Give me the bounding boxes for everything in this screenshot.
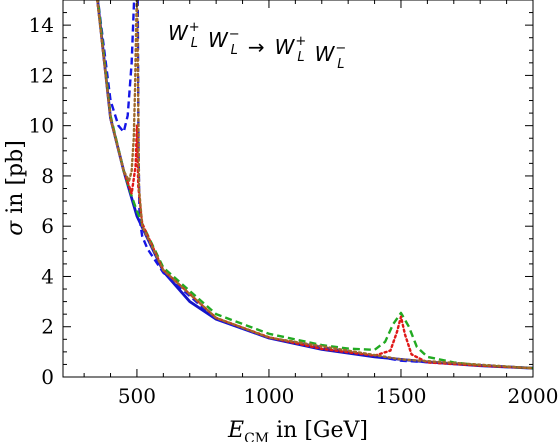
ticks-layer bbox=[63, 0, 534, 378]
labels-layer: 500 1000 1500 2000 0 2 4 6 8 10 12 14 bbox=[29, 13, 559, 408]
title-symbol: W bbox=[315, 42, 336, 66]
title-symbol: W bbox=[168, 21, 189, 45]
y-axis-label: σ in [pb] bbox=[3, 140, 28, 236]
title-superscript: + bbox=[295, 34, 306, 49]
x-tick-label: 1500 bbox=[376, 384, 427, 408]
x-tick-label: 2000 bbox=[508, 384, 559, 408]
title-superscript: − bbox=[335, 41, 346, 56]
title-subscript: L bbox=[337, 57, 344, 72]
title-superscript: + bbox=[189, 20, 200, 35]
title-subscript: L bbox=[191, 36, 198, 51]
y-tick-label: 12 bbox=[29, 63, 54, 87]
y-tick-label: 6 bbox=[41, 214, 54, 238]
title-symbol: W bbox=[275, 35, 296, 59]
plot-title: W+ L W− L → W+ L W− L bbox=[168, 20, 346, 72]
y-tick-label: 8 bbox=[41, 164, 54, 188]
series-line-3 bbox=[96, 0, 533, 370]
series-layer bbox=[96, 0, 533, 370]
x-label-symbol: E bbox=[227, 418, 244, 442]
y-tick-label: 14 bbox=[29, 13, 54, 37]
y-label-symbol: σ bbox=[3, 220, 28, 236]
title-symbol: W bbox=[208, 28, 229, 52]
title-superscript: − bbox=[229, 27, 240, 42]
title-arrow: → bbox=[248, 35, 265, 59]
series-line-2 bbox=[96, 0, 533, 370]
y-tick-label: 2 bbox=[41, 315, 54, 339]
x-tick-label: 1000 bbox=[244, 384, 295, 408]
x-axis-label: ECM in [GeV] bbox=[227, 418, 368, 442]
x-label-text: in [GeV] bbox=[269, 418, 368, 442]
y-label-text: in [pb] bbox=[3, 140, 28, 221]
title-subscript: L bbox=[297, 50, 304, 65]
x-tick-label: 500 bbox=[118, 384, 156, 408]
series-line-5 bbox=[96, 0, 533, 370]
series-line-4 bbox=[96, 0, 533, 370]
y-tick-label: 4 bbox=[41, 264, 54, 288]
title-subscript: L bbox=[231, 43, 238, 58]
x-label-subscript: CM bbox=[244, 431, 269, 442]
y-tick-label: 10 bbox=[29, 114, 54, 138]
y-tick-label: 0 bbox=[41, 365, 54, 389]
